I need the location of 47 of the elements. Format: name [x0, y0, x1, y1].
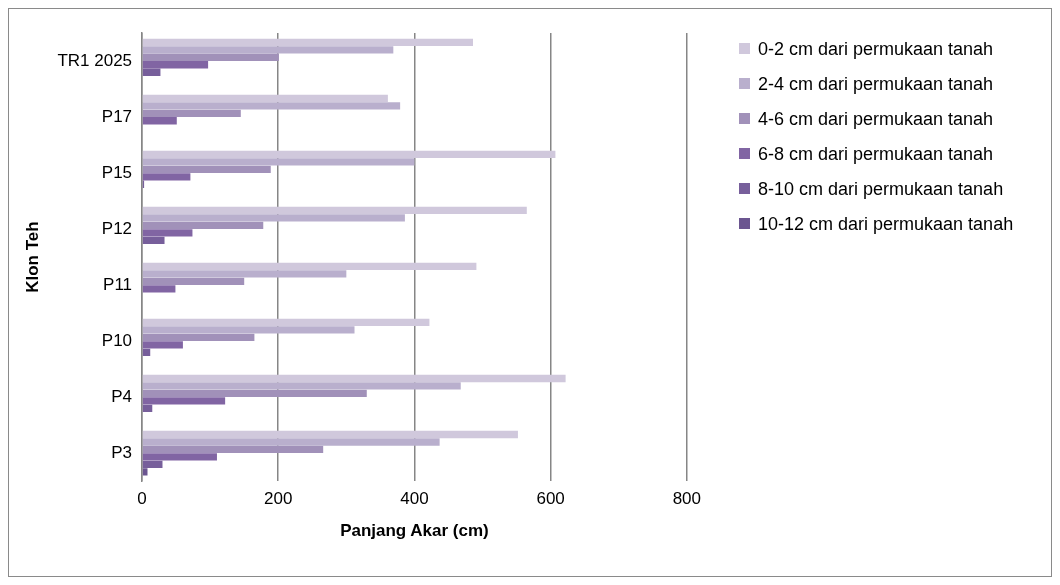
y-tick-label: P11	[103, 274, 133, 294]
bar	[142, 158, 415, 166]
bar	[142, 38, 473, 46]
y-axis-title: Klon Teh	[22, 221, 42, 293]
y-tick-label: P4	[111, 386, 133, 406]
y-tick-label: P17	[101, 106, 133, 126]
bar	[142, 214, 405, 222]
legend-label: 0-2 cm dari permukaan tanah	[758, 38, 994, 61]
x-tick-label: 800	[672, 489, 702, 509]
legend-label: 8-10 cm dari permukaan tanah	[758, 178, 1004, 201]
y-tick-label: P3	[111, 442, 133, 462]
bar	[142, 270, 347, 278]
y-tick-label: TR1 2025	[57, 50, 133, 70]
bar	[142, 150, 556, 159]
bar	[142, 430, 518, 439]
y-tick-label: P15	[101, 162, 133, 182]
x-axis-title: Panjang Akar (cm)	[340, 521, 489, 541]
bar	[142, 445, 324, 454]
bar	[142, 333, 255, 342]
x-tick-label: 600	[536, 489, 565, 509]
legend-label: 6-8 cm dari permukaan tanah	[758, 143, 994, 166]
bar	[142, 277, 245, 286]
bar	[142, 374, 566, 383]
bar	[142, 102, 401, 110]
bar	[142, 285, 176, 293]
x-tick-label: 200	[264, 489, 293, 509]
legend-label: 4-6 cm dari permukaan tanah	[758, 108, 994, 131]
y-tick-label: P12	[101, 218, 133, 238]
bar	[142, 389, 367, 398]
bar	[142, 318, 430, 327]
legend-label: 2-4 cm dari permukaan tanah	[758, 73, 994, 96]
bar	[142, 438, 440, 446]
legend-label: 10-12 cm dari permukaan tanah	[758, 213, 1014, 236]
bar	[142, 221, 264, 230]
bar	[142, 94, 388, 103]
x-tick-label: 0	[137, 489, 147, 509]
bar	[142, 262, 477, 271]
bar	[142, 53, 279, 61]
x-tick-label: 400	[400, 489, 429, 509]
bar	[142, 109, 241, 117]
bar	[142, 117, 177, 125]
bar	[142, 326, 355, 334]
bar	[142, 46, 394, 54]
y-tick-label: P10	[101, 330, 133, 350]
bar	[142, 165, 271, 173]
bar	[142, 382, 461, 390]
bar	[142, 206, 527, 215]
